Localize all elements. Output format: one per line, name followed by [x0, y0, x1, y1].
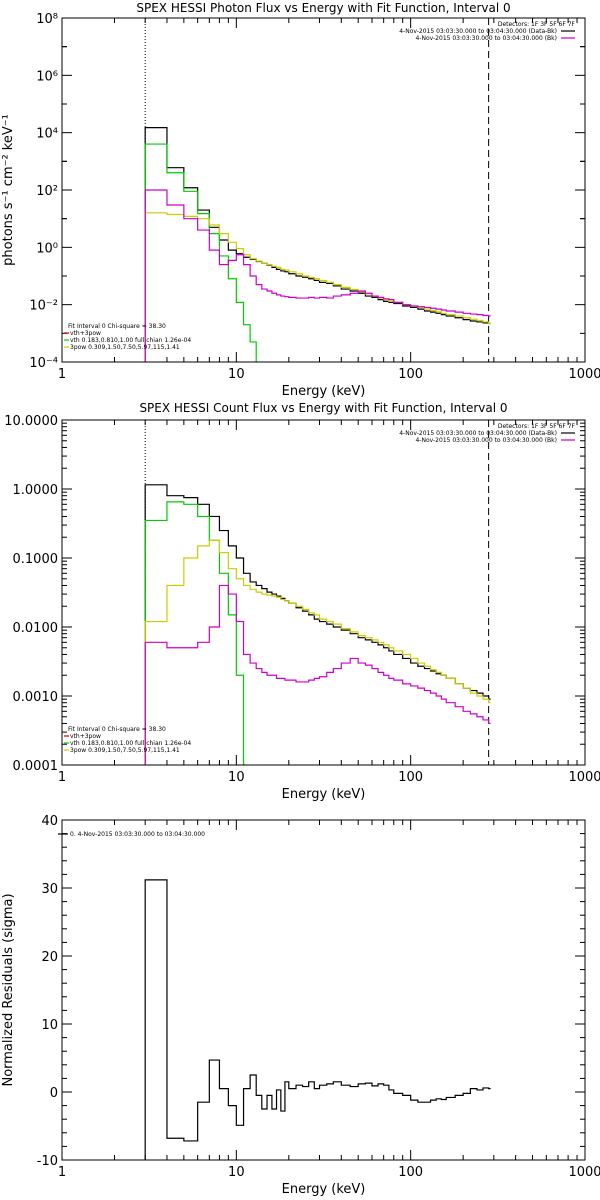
legend-label: Fit Interval 0 Chi-square = 38.30 — [68, 323, 166, 330]
y-tick-label: 0.1000 — [13, 552, 59, 567]
header-line: 4-Nov-2015 03:03:30.000 to 03:04:30.000 … — [399, 28, 557, 35]
series-4-line — [144, 189, 491, 362]
series-4-line — [144, 584, 491, 765]
series-1-line — [144, 127, 491, 362]
y-tick-label: 40 — [41, 814, 58, 829]
legend-label: vth+3pow — [70, 330, 101, 337]
x-tick-label: 1000 — [568, 367, 600, 382]
x-tick-label: 1000 — [568, 1165, 600, 1180]
panel-2: SPEX HESSI Count Flux vs Energy with Fit… — [4, 401, 600, 802]
x-tick-label: 10 — [228, 770, 245, 785]
x-tick-label: 1 — [58, 1165, 66, 1180]
legend-label: 0. 4-Nov-2015 03:03:30.000 to 03:04:30.0… — [70, 831, 205, 838]
legend-label: Fit Interval 0 Chi-square = 38.30 — [68, 726, 166, 733]
y-tick-label: 10⁶ — [36, 69, 58, 84]
panel-1: SPEX HESSI Photon Flux vs Energy with Fi… — [1, 1, 600, 399]
x-tick-label: 10 — [228, 367, 245, 382]
series-1-line — [144, 879, 491, 1160]
y-tick-label: 20 — [41, 950, 58, 965]
header-line: Detectors: 1F 3F 5F 6F 7F — [498, 423, 576, 430]
x-tick-label: 10 — [228, 1165, 245, 1180]
x-axis-label: Energy (keV) — [282, 787, 366, 802]
plot-frame — [61, 819, 586, 1161]
y-tick-label: 10.0000 — [4, 414, 58, 429]
plot-frame — [61, 17, 586, 363]
series-2-line — [144, 501, 246, 765]
y-tick-label: 0.0010 — [13, 690, 59, 705]
y-tick-label: 10⁴ — [36, 127, 58, 142]
header-line: Detectors: 1F 3F 5F 6F 7F — [498, 21, 576, 28]
legend-label: vth 0.183,0.810,1.00 full chian 1.26e-04 — [70, 337, 191, 344]
y-tick-label: -10 — [37, 1154, 58, 1169]
plot-frame — [61, 419, 586, 766]
legend-label: 3pow 0.309,1.50,7.50,5.97,115,1.41 — [70, 747, 180, 754]
header-line: 4-Nov-2015 03:03:30.000 to 03:04:30.000 … — [415, 35, 557, 42]
header-line: 4-Nov-2015 03:03:30.000 to 03:04:30.000 … — [399, 430, 557, 437]
y-tick-label: 10 — [41, 1018, 58, 1033]
legend-label: vth 0.183,0.810,1.00 full chian 1.26e-04 — [70, 740, 191, 747]
y-tick-label: 1.0000 — [13, 483, 59, 498]
series-group — [144, 879, 491, 1160]
y-tick-label: 10² — [36, 184, 58, 199]
legend-label: vth+3pow — [70, 733, 101, 740]
series-3-line — [144, 539, 491, 765]
chart-title: SPEX HESSI Photon Flux vs Energy with Fi… — [136, 1, 510, 15]
y-axis-label: Normalized Residuals (sigma) — [1, 893, 16, 1086]
x-tick-label: 100 — [398, 770, 423, 785]
y-tick-label: 10⁻⁴ — [29, 356, 58, 371]
y-tick-label: 10⁰ — [36, 241, 58, 256]
x-tick-label: 1 — [58, 770, 66, 785]
y-tick-label: 0.0001 — [13, 759, 59, 774]
series-1-line — [144, 484, 491, 765]
x-axis-label: Energy (keV) — [282, 384, 366, 399]
series-3-line — [144, 212, 491, 362]
x-tick-label: 100 — [398, 367, 423, 382]
y-tick-label: 10⁸ — [36, 12, 58, 27]
legend-label: 3pow 0.309,1.50,7.50,5.97,115,1.41 — [70, 344, 180, 351]
y-tick-label: 10⁻² — [29, 299, 58, 314]
x-axis-label: Energy (keV) — [282, 1182, 366, 1197]
x-tick-label: 1 — [58, 367, 66, 382]
x-tick-label: 1000 — [568, 770, 600, 785]
y-tick-label: 0.0100 — [13, 621, 59, 636]
y-axis-label: photons s⁻¹ cm⁻² keV⁻¹ — [1, 114, 16, 266]
y-tick-label: 30 — [41, 882, 58, 897]
header-line: 4-Nov-2015 03:03:30.000 to 03:04:30.000 … — [415, 437, 557, 444]
series-group — [144, 484, 491, 765]
series-group — [144, 127, 491, 362]
chart-title: SPEX HESSI Count Flux vs Energy with Fit… — [139, 401, 507, 415]
panel-3: 1 10 100 1000 -10 0 10 20 30 40 Energy (keV) Normal… — [1, 814, 600, 1197]
series-2-line — [144, 143, 259, 362]
x-tick-label: 100 — [398, 1165, 423, 1180]
y-tick-label: 0 — [50, 1086, 58, 1101]
